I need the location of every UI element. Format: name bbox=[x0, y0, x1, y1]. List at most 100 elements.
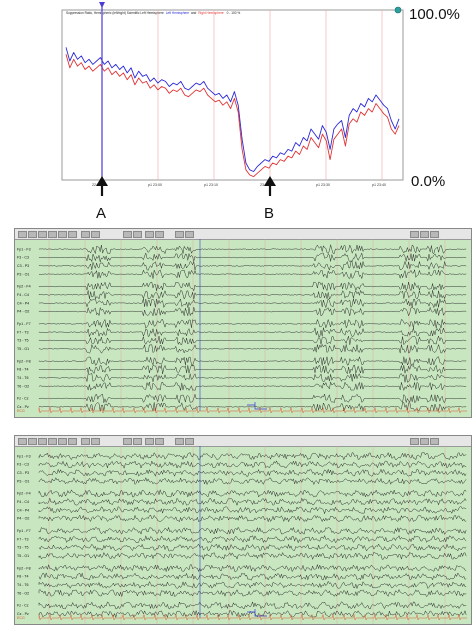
toolbar-button[interactable] bbox=[38, 231, 47, 238]
trend-title: Suppression Ratio, Hemispheric (left/rig… bbox=[66, 11, 240, 15]
trend-plot-frame bbox=[61, 9, 404, 181]
eeg-channel-label: P4 - O2 bbox=[17, 517, 29, 521]
toolbar-button[interactable] bbox=[145, 438, 154, 445]
trend-title-right: Right Hemisphere bbox=[198, 11, 224, 15]
eeg-channel-trace bbox=[38, 451, 467, 461]
toolbar-button[interactable] bbox=[410, 438, 419, 445]
toolbar-button[interactable] bbox=[123, 231, 132, 238]
eeg-channel-label: C3 - P3 bbox=[17, 471, 29, 475]
eeg-channel-label: Fp1 - F3 bbox=[17, 247, 31, 251]
eeg-channel-label: F3 - C3 bbox=[17, 256, 29, 260]
eeg-channel-label: T3 - T5 bbox=[17, 339, 29, 343]
marker-a-label: A bbox=[96, 205, 106, 222]
eeg-channel-label: F3 - C3 bbox=[17, 463, 29, 467]
toolbar-button[interactable] bbox=[420, 231, 429, 238]
toolbar-button[interactable] bbox=[91, 231, 100, 238]
toolbar-button[interactable] bbox=[18, 231, 27, 238]
eeg-channel-trace bbox=[38, 356, 467, 366]
marker-b-label: B bbox=[264, 205, 274, 222]
eeg-channel-label: Fp1 - F7 bbox=[17, 529, 31, 533]
toolbar-button[interactable] bbox=[123, 438, 132, 445]
toolbar-button[interactable] bbox=[81, 438, 90, 445]
eeg-channel-trace bbox=[38, 588, 467, 598]
toolbar-button[interactable] bbox=[28, 438, 37, 445]
toolbar-button[interactable] bbox=[48, 231, 57, 238]
toolbar-button[interactable] bbox=[58, 231, 67, 238]
toolbar-button[interactable] bbox=[175, 231, 184, 238]
toolbar-button[interactable] bbox=[133, 231, 142, 238]
eeg-channel-trace bbox=[38, 580, 467, 590]
eeg-channel-label: F7 - T3 bbox=[17, 330, 29, 334]
ecg-trace bbox=[38, 407, 467, 414]
eeg-toolbar-b bbox=[15, 436, 471, 447]
toolbar-button[interactable] bbox=[58, 438, 67, 445]
eeg-channel-label: T6 - O2 bbox=[17, 384, 29, 388]
eeg-channel-trace bbox=[38, 506, 467, 515]
toolbar-button[interactable] bbox=[68, 438, 77, 445]
eeg-channel-trace bbox=[38, 526, 467, 535]
eeg-channel-trace bbox=[38, 244, 467, 255]
toolbar-button[interactable] bbox=[133, 438, 142, 445]
toolbar-button[interactable] bbox=[28, 231, 37, 238]
trend-title-suffix: 0 - 100 % bbox=[227, 11, 241, 15]
eeg-channel-trace bbox=[38, 572, 467, 581]
toolbar-button[interactable] bbox=[38, 438, 47, 445]
trend-title-left: Left Hemisphere bbox=[166, 11, 190, 15]
eeg-channel-trace bbox=[38, 252, 467, 263]
eeg-channel-trace bbox=[38, 514, 467, 523]
toolbar-button[interactable] bbox=[48, 438, 57, 445]
suppression-ratio-trend-panel: Suppression Ratio, Hemispheric (left/rig… bbox=[0, 0, 474, 230]
trend-title-and: and bbox=[191, 11, 197, 15]
eeg-channel-trace bbox=[38, 289, 467, 300]
trend-x-tick-labels: 22:50 p1 23:00 p1 23:10 23:20 p1 23:30 p1 23… bbox=[92, 183, 386, 187]
eeg-channel-label: F4 - C4 bbox=[17, 293, 29, 297]
eeg-channel-trace bbox=[38, 381, 467, 392]
eeg-channel-trace bbox=[38, 468, 467, 477]
eeg-channel-trace bbox=[38, 343, 467, 354]
toolbar-button[interactable] bbox=[430, 438, 439, 445]
toolbar-button[interactable] bbox=[91, 438, 100, 445]
eeg-channel-trace bbox=[38, 306, 467, 317]
eeg-traces-b: Fp1 - F3 F3 - C3 C3 - P3 P3 - O1 Fp2 - F4 F4 … bbox=[17, 446, 467, 624]
eeg-channel-label: Fz - Cz bbox=[17, 397, 29, 401]
eeg-traces-a: Fp1 - F3 F3 - C3 C3 - P3 P3 - O1 Fp2 - F4 F4 … bbox=[17, 239, 467, 417]
toolbar-button[interactable] bbox=[81, 231, 90, 238]
eeg-channel-label: P3 - O1 bbox=[17, 479, 29, 483]
toolbar-button[interactable] bbox=[155, 438, 164, 445]
x-tick-label: p1 23:30 bbox=[316, 183, 330, 187]
toolbar-button[interactable] bbox=[18, 438, 27, 445]
x-tick-label: 22:50 bbox=[92, 183, 101, 187]
ecg-channel-label: ECG bbox=[17, 409, 25, 413]
trend-title-prefix: Suppression Ratio, Hemispheric (left/rig… bbox=[66, 11, 164, 15]
eeg-channel-label: T6 - O2 bbox=[17, 591, 29, 595]
right-hemisphere-series-line bbox=[65, 54, 400, 178]
eeg-channel-trace bbox=[38, 268, 467, 280]
eeg-channel-trace bbox=[38, 601, 467, 610]
eeg-channel-label: Fp2 - F4 bbox=[17, 285, 31, 289]
toolbar-button[interactable] bbox=[430, 231, 439, 238]
eeg-channel-trace bbox=[38, 260, 467, 271]
status-indicator-icon bbox=[394, 6, 402, 14]
toolbar-button[interactable] bbox=[175, 438, 184, 445]
eeg-channel-trace bbox=[38, 372, 467, 383]
eeg-channel-trace bbox=[38, 335, 467, 346]
eeg-channel-label: Fp1 - F7 bbox=[17, 322, 31, 326]
y-axis-top-label: 100.0% bbox=[409, 6, 460, 23]
toolbar-button[interactable] bbox=[155, 231, 164, 238]
toolbar-button[interactable] bbox=[410, 231, 419, 238]
eeg-toolbar-a bbox=[15, 229, 471, 240]
marker-b-arrow-icon bbox=[264, 176, 276, 196]
eeg-channel-trace bbox=[38, 318, 467, 329]
toolbar-button[interactable] bbox=[68, 231, 77, 238]
toolbar-button[interactable] bbox=[185, 438, 194, 445]
toolbar-button[interactable] bbox=[420, 438, 429, 445]
x-tick-label: p1 23:10 bbox=[204, 183, 218, 187]
x-tick-label: p1 23:00 bbox=[148, 183, 162, 187]
eeg-channel-trace bbox=[38, 393, 467, 404]
toolbar-button[interactable] bbox=[145, 231, 154, 238]
eeg-channel-label: P4 - O2 bbox=[17, 310, 29, 314]
toolbar-button[interactable] bbox=[185, 231, 194, 238]
eeg-channel-trace bbox=[38, 609, 467, 619]
marker-a-cursor-head-icon bbox=[99, 2, 105, 8]
trend-series-group bbox=[65, 47, 400, 178]
